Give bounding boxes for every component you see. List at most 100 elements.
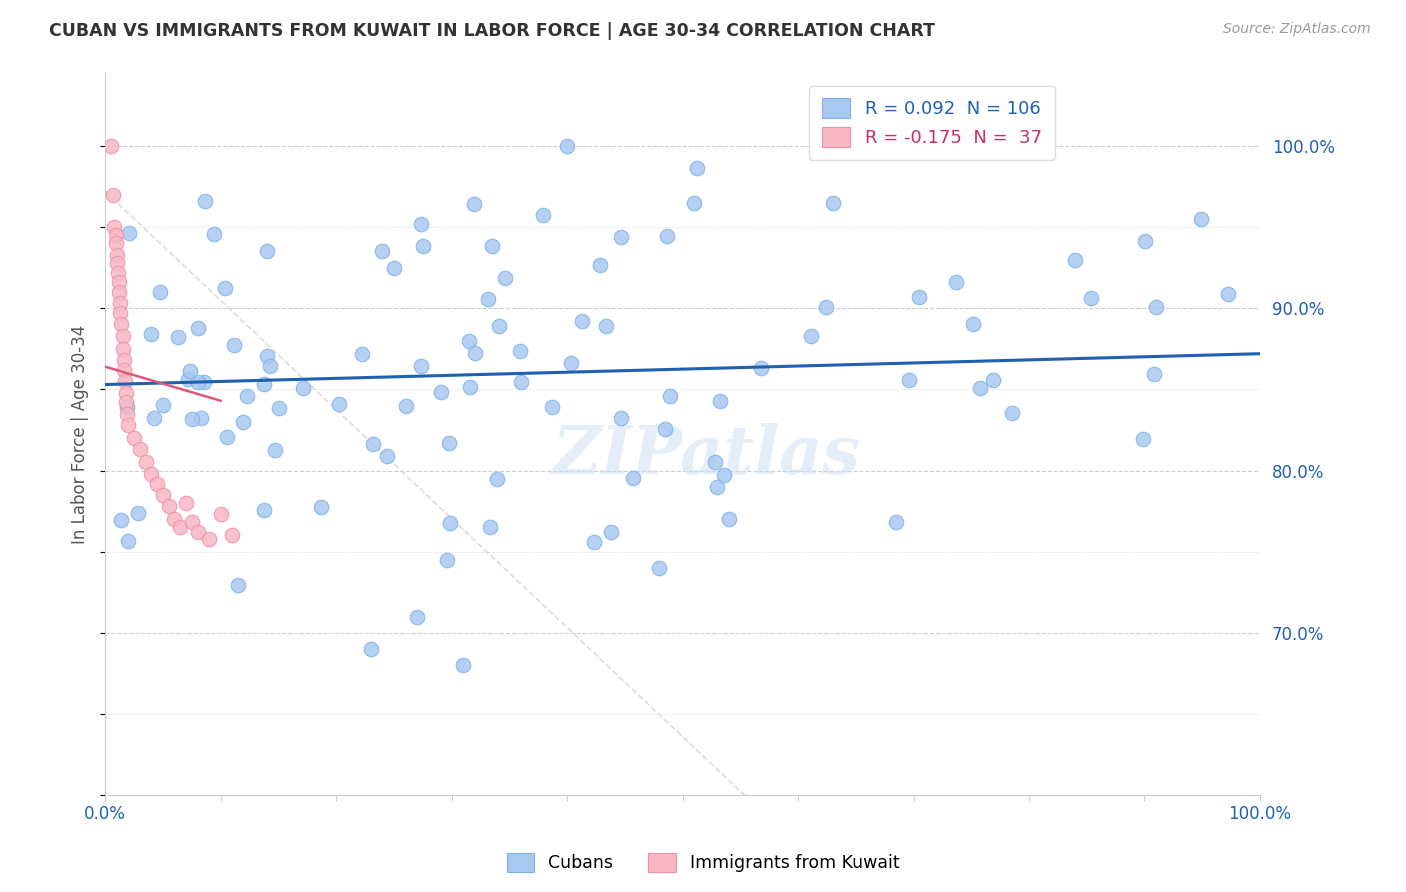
Text: Source: ZipAtlas.com: Source: ZipAtlas.com [1223, 22, 1371, 37]
Point [1132, 432, 1154, 446]
Point [350, 346, 373, 360]
Point [146, 476, 169, 491]
Point [169, 520, 191, 534]
Point [141, 326, 163, 341]
Point [1143, 367, 1166, 381]
Point [589, 258, 612, 272]
Point [103, 220, 125, 235]
Point [412, 238, 434, 252]
Point [215, 430, 238, 444]
Point [117, 401, 139, 415]
Point [115, 395, 138, 409]
Point [105, 248, 128, 262]
Point [157, 500, 180, 514]
Point [117, 533, 139, 548]
Point [194, 194, 217, 208]
Point [1001, 406, 1024, 420]
Point [163, 512, 186, 526]
Point [226, 578, 249, 592]
Point [179, 364, 201, 378]
Point [309, 500, 332, 514]
Point [582, 534, 605, 549]
Point [509, 375, 531, 389]
Point [135, 455, 157, 469]
Point [114, 374, 136, 388]
Point [815, 300, 838, 314]
Point [686, 161, 709, 175]
Point [187, 525, 209, 540]
Point [180, 516, 202, 530]
Point [709, 394, 731, 409]
Point [259, 359, 281, 374]
Point [105, 256, 128, 270]
Point [751, 361, 773, 376]
Point [430, 384, 453, 399]
Point [112, 353, 135, 368]
Point [176, 372, 198, 386]
Point [609, 410, 631, 425]
Point [128, 442, 150, 457]
Point [187, 321, 209, 335]
Point [463, 197, 485, 211]
Point [111, 342, 134, 356]
Point [104, 228, 127, 243]
Point [464, 346, 486, 360]
Point [375, 450, 398, 464]
Point [439, 435, 461, 450]
Point [1080, 292, 1102, 306]
Point [969, 381, 991, 395]
Point [100, 139, 122, 153]
Point [488, 319, 510, 334]
Point [107, 266, 129, 280]
Point [409, 359, 432, 374]
Point [152, 398, 174, 412]
Point [108, 275, 131, 289]
Point [560, 356, 582, 370]
Point [253, 377, 276, 392]
Point [108, 285, 131, 299]
Point [110, 306, 132, 320]
Point [654, 422, 676, 436]
Point [167, 330, 190, 344]
Point [110, 296, 132, 310]
Point [110, 513, 132, 527]
Point [981, 373, 1004, 387]
Point [141, 467, 163, 481]
Point [477, 293, 499, 307]
Point [406, 609, 429, 624]
Point [103, 187, 125, 202]
Point [451, 658, 474, 673]
Point [110, 318, 132, 332]
Point [717, 512, 740, 526]
Point [655, 228, 678, 243]
Point [1133, 234, 1156, 248]
Point [174, 496, 197, 510]
Point [232, 416, 254, 430]
Point [599, 524, 621, 539]
Point [485, 472, 508, 486]
Point [1144, 301, 1167, 315]
Point [436, 552, 458, 566]
Point [479, 519, 502, 533]
Point [439, 516, 461, 530]
Point [908, 290, 931, 304]
Point [235, 389, 257, 403]
Point [122, 431, 145, 445]
Point [595, 319, 617, 334]
Point [382, 260, 405, 275]
Point [253, 503, 276, 517]
Point [115, 385, 138, 400]
Y-axis label: In Labor Force | Age 30-34: In Labor Force | Age 30-34 [72, 325, 89, 543]
Point [263, 443, 285, 458]
Point [361, 436, 384, 450]
Point [181, 412, 204, 426]
Point [706, 480, 728, 494]
Point [256, 244, 278, 259]
Point [267, 401, 290, 415]
Point [118, 226, 141, 240]
Point [945, 275, 967, 289]
Point [117, 418, 139, 433]
Point [115, 407, 138, 421]
Point [328, 396, 350, 410]
Point [409, 218, 432, 232]
